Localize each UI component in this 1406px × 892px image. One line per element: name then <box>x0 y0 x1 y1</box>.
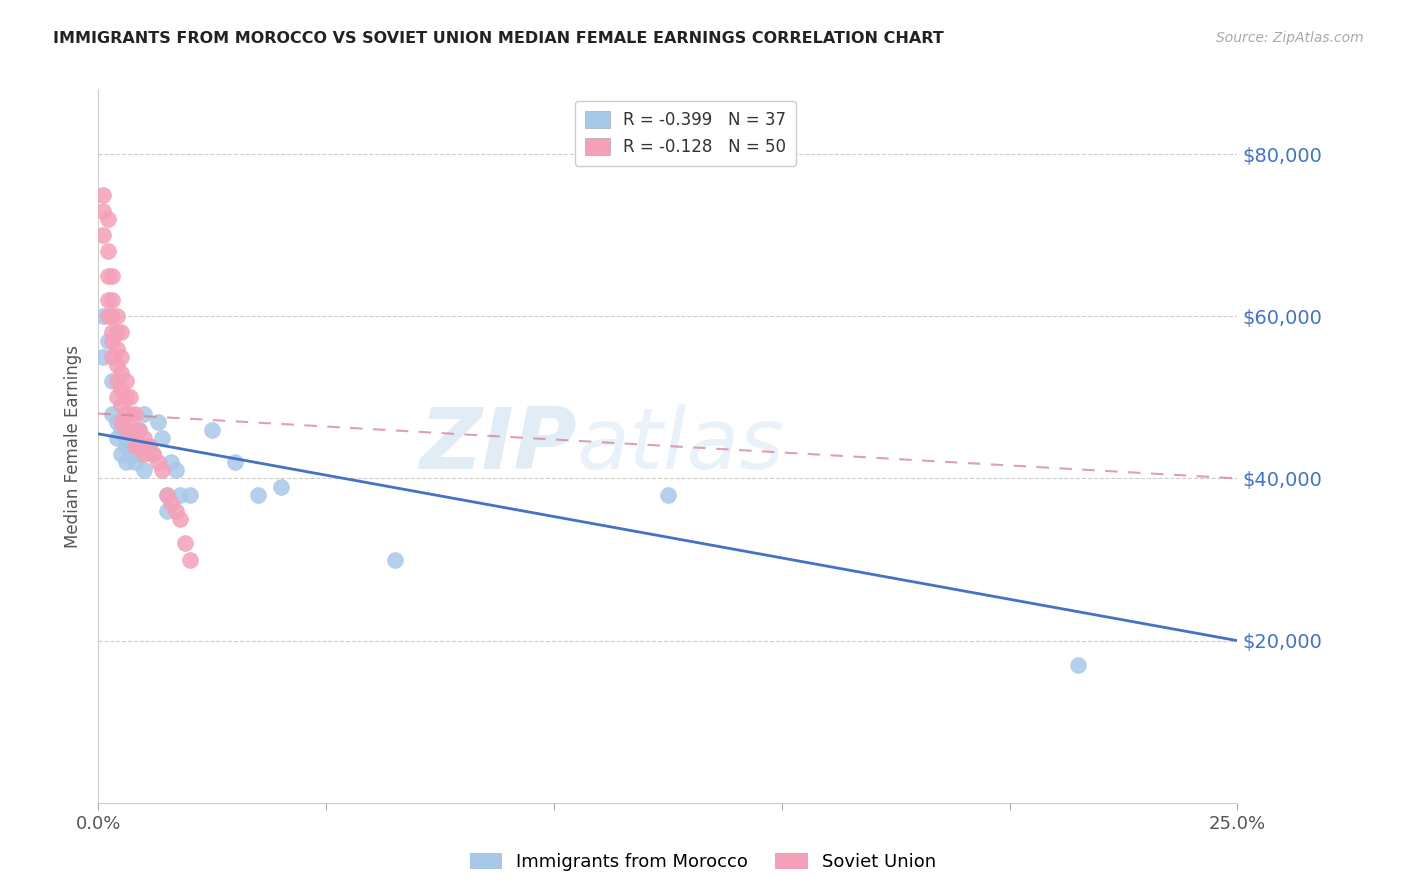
Point <box>110 399 132 413</box>
Text: Source: ZipAtlas.com: Source: ZipAtlas.com <box>1216 31 1364 45</box>
Point <box>96 293 118 307</box>
Point <box>165 504 187 518</box>
Point <box>101 350 124 364</box>
Point <box>114 423 136 437</box>
Point <box>110 423 132 437</box>
Point <box>124 431 146 445</box>
Point <box>91 310 114 324</box>
Point <box>114 455 136 469</box>
Point <box>91 228 114 243</box>
Point <box>124 455 146 469</box>
Point <box>110 415 132 429</box>
Point <box>120 423 142 437</box>
Point <box>105 390 128 404</box>
Point <box>105 374 128 388</box>
Point <box>384 552 406 566</box>
Point <box>91 203 114 218</box>
Point <box>114 407 136 421</box>
Point <box>101 334 124 348</box>
Point <box>142 447 165 461</box>
Point <box>246 488 269 502</box>
Point <box>128 447 150 461</box>
Point <box>160 496 183 510</box>
Point <box>169 512 191 526</box>
Y-axis label: Median Female Earnings: Median Female Earnings <box>65 344 83 548</box>
Point <box>156 488 179 502</box>
Point <box>132 447 155 461</box>
Point <box>138 439 160 453</box>
Point <box>120 407 142 421</box>
Point <box>96 310 118 324</box>
Point <box>128 423 150 437</box>
Point <box>174 536 197 550</box>
Point <box>224 455 246 469</box>
Point <box>114 439 136 453</box>
Text: atlas: atlas <box>576 404 785 488</box>
Point <box>110 350 132 364</box>
Point <box>165 463 187 477</box>
Point <box>120 390 142 404</box>
Point <box>114 374 136 388</box>
Point <box>105 326 128 340</box>
Point <box>1067 657 1090 672</box>
Point <box>105 310 128 324</box>
Point <box>114 390 136 404</box>
Point <box>124 407 146 421</box>
Point <box>169 488 191 502</box>
Point <box>128 439 150 453</box>
Point <box>146 455 169 469</box>
Point <box>114 431 136 445</box>
Legend: R = -0.399   N = 37, R = -0.128   N = 50: R = -0.399 N = 37, R = -0.128 N = 50 <box>575 101 796 166</box>
Point <box>105 415 128 429</box>
Point <box>110 447 132 461</box>
Point <box>105 342 128 356</box>
Point <box>110 326 132 340</box>
Point <box>132 407 155 421</box>
Point <box>201 423 224 437</box>
Point <box>120 439 142 453</box>
Point <box>124 439 146 453</box>
Point <box>150 431 173 445</box>
Point <box>101 293 124 307</box>
Point <box>105 431 128 445</box>
Point <box>657 488 679 502</box>
Point <box>105 358 128 372</box>
Point <box>132 431 155 445</box>
Point <box>96 211 118 226</box>
Point <box>91 187 114 202</box>
Point <box>110 382 132 396</box>
Point <box>120 447 142 461</box>
Point <box>138 439 160 453</box>
Point <box>156 504 179 518</box>
Point <box>150 463 173 477</box>
Text: ZIP: ZIP <box>419 404 576 488</box>
Point <box>142 447 165 461</box>
Point <box>96 334 118 348</box>
Point <box>101 310 124 324</box>
Point <box>160 455 183 469</box>
Point <box>101 374 124 388</box>
Point <box>132 463 155 477</box>
Point <box>101 407 124 421</box>
Point <box>96 244 118 259</box>
Text: IMMIGRANTS FROM MOROCCO VS SOVIET UNION MEDIAN FEMALE EARNINGS CORRELATION CHART: IMMIGRANTS FROM MOROCCO VS SOVIET UNION … <box>53 31 945 46</box>
Point <box>179 488 201 502</box>
Point <box>101 268 124 283</box>
Point <box>128 423 150 437</box>
Point <box>146 415 169 429</box>
Point <box>101 326 124 340</box>
Point <box>156 488 179 502</box>
Point <box>96 268 118 283</box>
Point <box>91 350 114 364</box>
Point <box>179 552 201 566</box>
Point <box>124 423 146 437</box>
Legend: Immigrants from Morocco, Soviet Union: Immigrants from Morocco, Soviet Union <box>463 846 943 879</box>
Point <box>110 366 132 380</box>
Point <box>270 479 292 493</box>
